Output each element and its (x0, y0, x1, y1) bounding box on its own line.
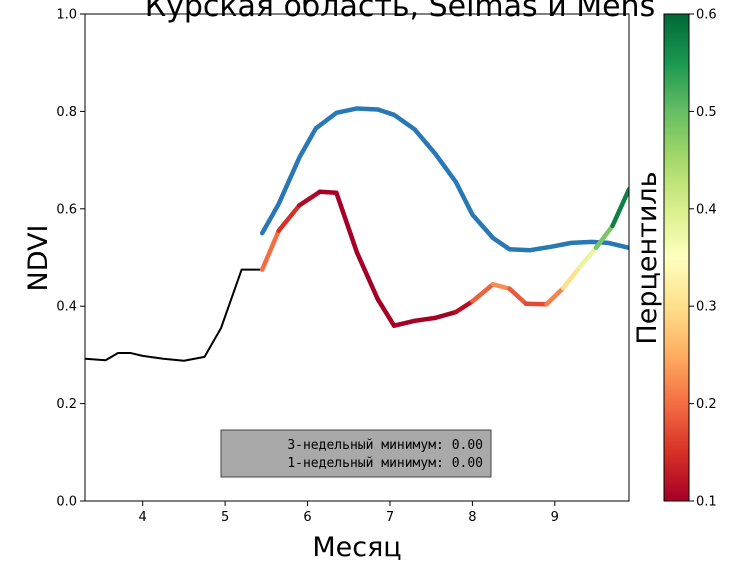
current-year-segment (453, 299, 475, 315)
x-tick-label: 6 (303, 510, 311, 525)
plot-frame (84, 13, 630, 502)
current-year-segment (577, 245, 599, 270)
y-tick-label: 0.8 (56, 105, 77, 120)
colorbar-ticks: 0.1 0.2 0.3 0.4 0.5 0.6 (689, 8, 717, 510)
x-tick-label: 5 (221, 510, 229, 525)
current-year-segment (391, 318, 417, 328)
y-axis-label: NDVI (23, 225, 54, 292)
x-tick-label: 9 (551, 510, 559, 525)
current-year-segment (276, 203, 302, 233)
y-tick-label: 0.6 (56, 202, 77, 217)
current-year-segment (490, 282, 512, 291)
current-year-segment (507, 286, 529, 307)
y-tick-label: 0.0 (56, 495, 77, 510)
colorbar-tick-label: 0.5 (696, 105, 717, 120)
colorbar-label: Перцентиль (632, 171, 663, 344)
y-tick-label: 1.0 (56, 8, 77, 23)
chart-title: Курская область, Seimas и Mens (145, 0, 655, 24)
axis-ticks: 4 5 6 7 8 9 0.0 0.2 0.4 0.6 0.8 1.0 (56, 8, 559, 526)
current-year-segment (375, 296, 397, 328)
min-annotation: 3-недельный минимум: 0.00 1-недельный ми… (220, 429, 492, 478)
baseline-series-line (259, 106, 629, 253)
annotation-box (220, 429, 492, 478)
current-year-segment (297, 189, 323, 208)
colorbar: 0.1 0.2 0.3 0.4 0.5 0.6 Перцентиль (632, 8, 717, 510)
current-year-segment (354, 250, 380, 302)
y-tick-label: 0.4 (56, 300, 77, 315)
x-tick-label: 4 (139, 510, 147, 525)
annotation-line-1: 3-недельный минимум: 0.00 (287, 438, 483, 453)
x-tick-label: 7 (386, 510, 394, 525)
colorbar-gradient (663, 13, 690, 502)
colorbar-tick-label: 0.3 (696, 300, 717, 315)
plot-area (85, 106, 629, 362)
current-year-segment (334, 190, 360, 255)
current-year-segment (412, 315, 438, 324)
current-year-segment (259, 228, 281, 272)
x-axis-label: Месяц (312, 532, 401, 563)
current-year-segment (317, 189, 339, 195)
current-year-segment (544, 285, 566, 307)
x-tick-label: 8 (468, 510, 476, 525)
current-year-segment (470, 282, 496, 304)
current-year-segment (593, 223, 615, 251)
colorbar-tick-label: 0.1 (696, 495, 717, 510)
history-series-line (85, 268, 264, 362)
colorbar-tick-label: 0.6 (696, 8, 717, 23)
current-year-segment (560, 264, 582, 291)
annotation-line-2: 1-недельный минимум: 0.00 (287, 456, 483, 471)
y-tick-label: 0.2 (56, 397, 77, 412)
colorbar-tick-label: 0.4 (696, 202, 717, 217)
colorbar-tick-label: 0.2 (696, 397, 717, 412)
current-year-segment (433, 309, 459, 321)
current-year-segment (610, 187, 629, 229)
